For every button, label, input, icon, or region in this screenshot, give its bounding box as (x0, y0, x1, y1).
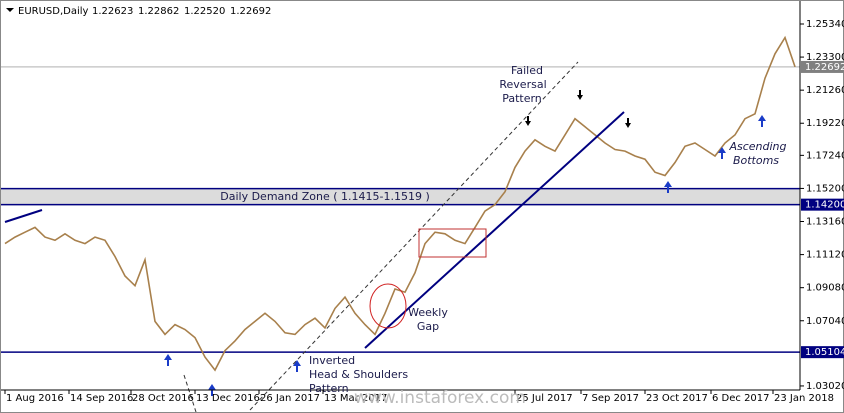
channel-line (249, 61, 579, 411)
y-tick-label: 1.21260 (806, 85, 844, 96)
price-line (4, 35, 796, 372)
level-tag (801, 346, 844, 359)
symbol: EURUSD,Daily (18, 6, 89, 17)
x-tick-label: 25 Jul 2017 (516, 393, 573, 404)
menu-icon (6, 8, 14, 12)
down-arrow (625, 118, 631, 128)
x-tick-label: 28 Oct 2016 (132, 393, 194, 404)
open: 1.22623 (92, 6, 133, 17)
trend-line (4, 209, 43, 223)
gap-circle (369, 283, 407, 329)
range-box (418, 228, 487, 258)
axis-layer: 1.25340 1.23300 1.21260 1.19220 1.17240 1.152… (4, 19, 844, 404)
annotation: Pattern (502, 92, 542, 105)
down-arrow (525, 116, 531, 126)
annotation: Bottoms (733, 154, 779, 167)
x-tick-label: 6 Dec 2017 (712, 393, 770, 404)
up-arrows (164, 115, 766, 396)
low: 1.22520 (184, 6, 225, 17)
level-label: 1.22692 (805, 62, 844, 73)
annotation: Gap (417, 320, 439, 333)
y-tick-label: 1.09080 (806, 283, 844, 294)
up-arrow (758, 115, 766, 127)
down-arrow (577, 90, 583, 100)
annotation: Failed (511, 64, 543, 77)
y-tick-label: 1.23300 (806, 52, 844, 63)
drawings (4, 61, 766, 413)
y-tick-label: 1.13160 (806, 217, 844, 228)
y-tick-label: 1.17240 (806, 150, 844, 161)
annotation: Weekly (408, 306, 448, 319)
y-tick-label: 1.11120 (806, 250, 844, 261)
x-tick-label: 26 Jan 2017 (260, 393, 320, 404)
high: 1.22862 (138, 6, 179, 17)
zone-layer (0, 66, 800, 353)
level-tag (801, 198, 844, 211)
plot-layer (4, 35, 796, 372)
x-tick-label: 1 Aug 2016 (6, 393, 64, 404)
x-tick-label: 23 Jan 2018 (774, 393, 834, 404)
up-arrow (293, 360, 301, 372)
y-tick-label: 1.19220 (806, 118, 844, 129)
x-tick-label: 13 Dec 2016 (196, 393, 260, 404)
close: 1.22692 (230, 6, 271, 17)
level-label: 1.05104 (805, 347, 844, 358)
annotation: Pattern (309, 382, 349, 395)
annotation: Ascending (728, 140, 786, 153)
up-arrow (164, 354, 172, 366)
x-tick-label: 7 Sep 2017 (582, 393, 639, 404)
annotation: Reversal (499, 78, 546, 91)
x-tick-label: 13 Mar 2017 (324, 393, 387, 404)
up-arrow (664, 181, 672, 193)
y-tick-label: 1.07040 (806, 316, 844, 327)
level-tag (801, 60, 844, 73)
demand-zone (0, 188, 800, 206)
down-arrows (525, 90, 631, 128)
zone-label: Daily Demand Zone ( 1.1415-1.1519 ) (220, 190, 430, 203)
annotation: Inverted (309, 354, 355, 367)
x-tick-label: 14 Sep 2016 (70, 393, 133, 404)
level-label: 1.14200 (805, 200, 844, 211)
up-arrow (718, 147, 726, 159)
trend-line (364, 111, 625, 349)
y-tick-label: 1.25340 (806, 19, 844, 30)
y-tick-label: 1.03020 (806, 381, 844, 392)
x-tick-label: 23 Oct 2017 (646, 393, 708, 404)
y-tick-label: 1.15200 (806, 183, 844, 194)
annotation: Head & Shoulders (309, 368, 408, 381)
watermark: www.instaforex.com (354, 388, 526, 408)
